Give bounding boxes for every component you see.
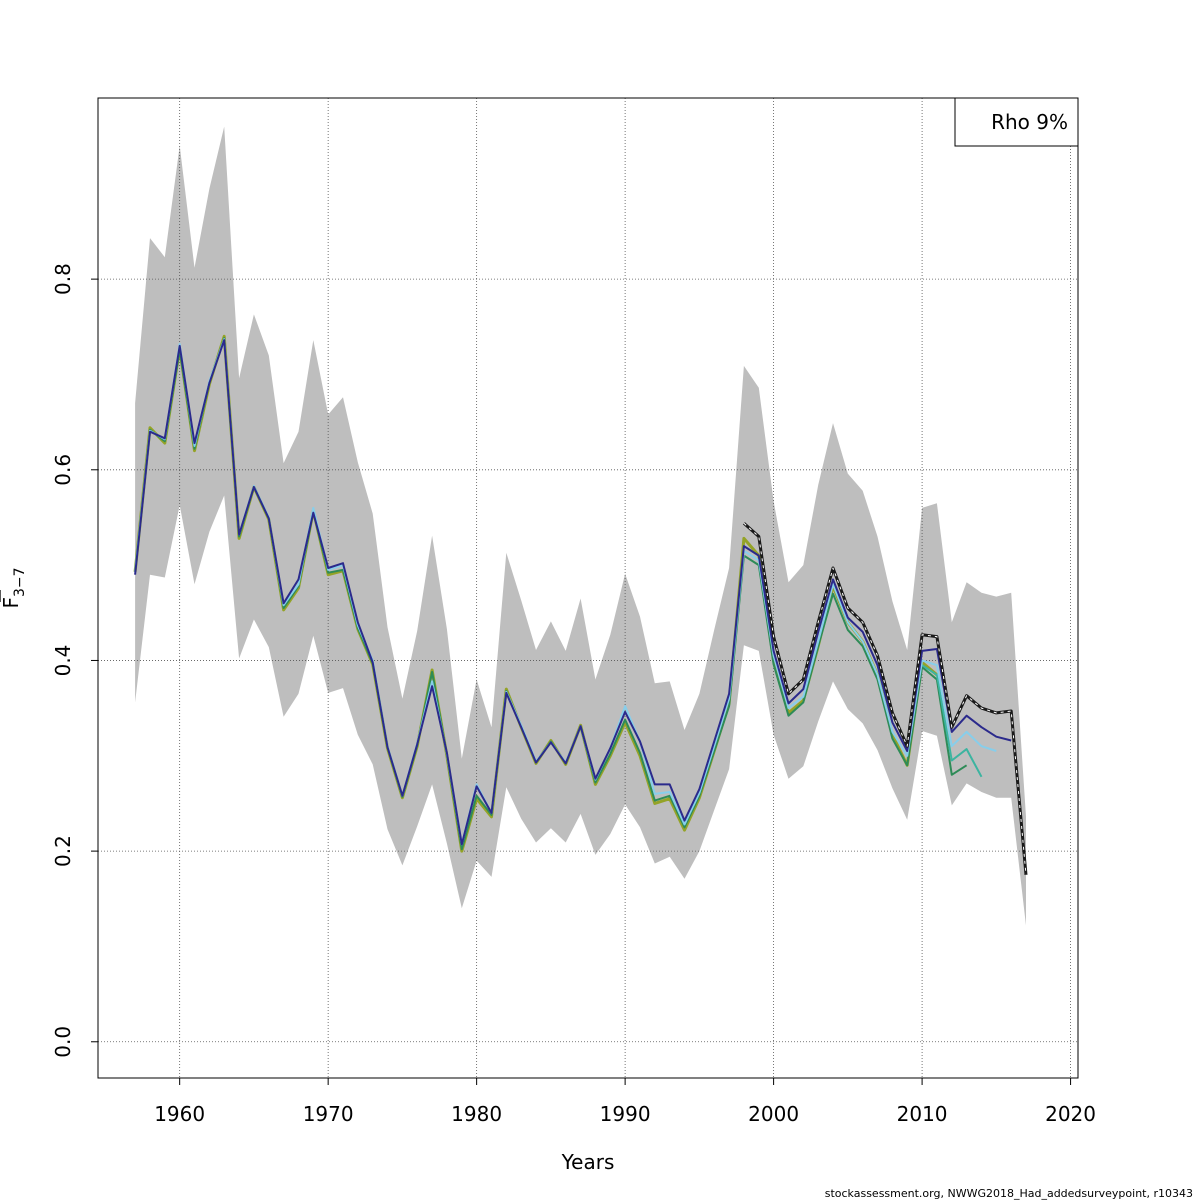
x-tick-label-1980: 1980 — [451, 1102, 502, 1126]
x-tick-label-2020: 2020 — [1045, 1102, 1096, 1126]
y-tick-label-group-1: 0.2 — [51, 835, 75, 867]
x-tick-label-2010: 2010 — [897, 1102, 948, 1126]
x-tick-label-2000: 2000 — [748, 1102, 799, 1126]
series-lines — [133, 334, 1028, 876]
series-line-5 — [134, 339, 1012, 846]
series-line-3 — [921, 664, 983, 778]
y-tick-label-group-3: 0.6 — [51, 454, 75, 486]
y-tick-label-4: 0.8 — [51, 263, 75, 295]
series-line-7 — [743, 522, 1027, 875]
y-axis-title-main: F — [0, 597, 23, 609]
x-axis-title: Years — [561, 1150, 615, 1174]
legend-frame — [954, 97, 1079, 147]
footer-source-text: stockassessment.org, NWWG2018_Had_addeds… — [825, 1187, 1193, 1200]
x-tick-label-1960: 1960 — [154, 1102, 205, 1126]
y-tick-label-1: 0.2 — [51, 835, 75, 867]
x-tick-label-1990: 1990 — [600, 1102, 651, 1126]
confidence-band — [135, 126, 1027, 926]
y-tick-label-0: 0.0 — [51, 1026, 75, 1058]
legend-label: Rho 9% — [991, 110, 1068, 134]
svg-text:F3−7: F3−7 — [0, 567, 28, 608]
y-tick-label-group-2: 0.4 — [51, 645, 75, 677]
y-tick-label-group-0: 0.0 — [51, 1026, 75, 1058]
x-tick-label-1970: 1970 — [303, 1102, 354, 1126]
y-axis-title: F3−7 — [0, 567, 28, 609]
legend-box: Rho 9% — [954, 97, 1079, 147]
y-tick-label-3: 0.6 — [51, 454, 75, 486]
gridlines — [98, 98, 1078, 1078]
y-tick-label-2: 0.4 — [51, 645, 75, 677]
confidence-band-layer — [135, 126, 1027, 926]
y-tick-label-group-4: 0.8 — [51, 263, 75, 295]
y-axis: 0.0 0.2 0.4 0.6 0.8 — [51, 263, 99, 1058]
x-axis: 1960 1970 1980 1990 2000 2010 2020 — [154, 1077, 1096, 1126]
y-axis-title-subscript: 3−7 — [12, 567, 28, 597]
